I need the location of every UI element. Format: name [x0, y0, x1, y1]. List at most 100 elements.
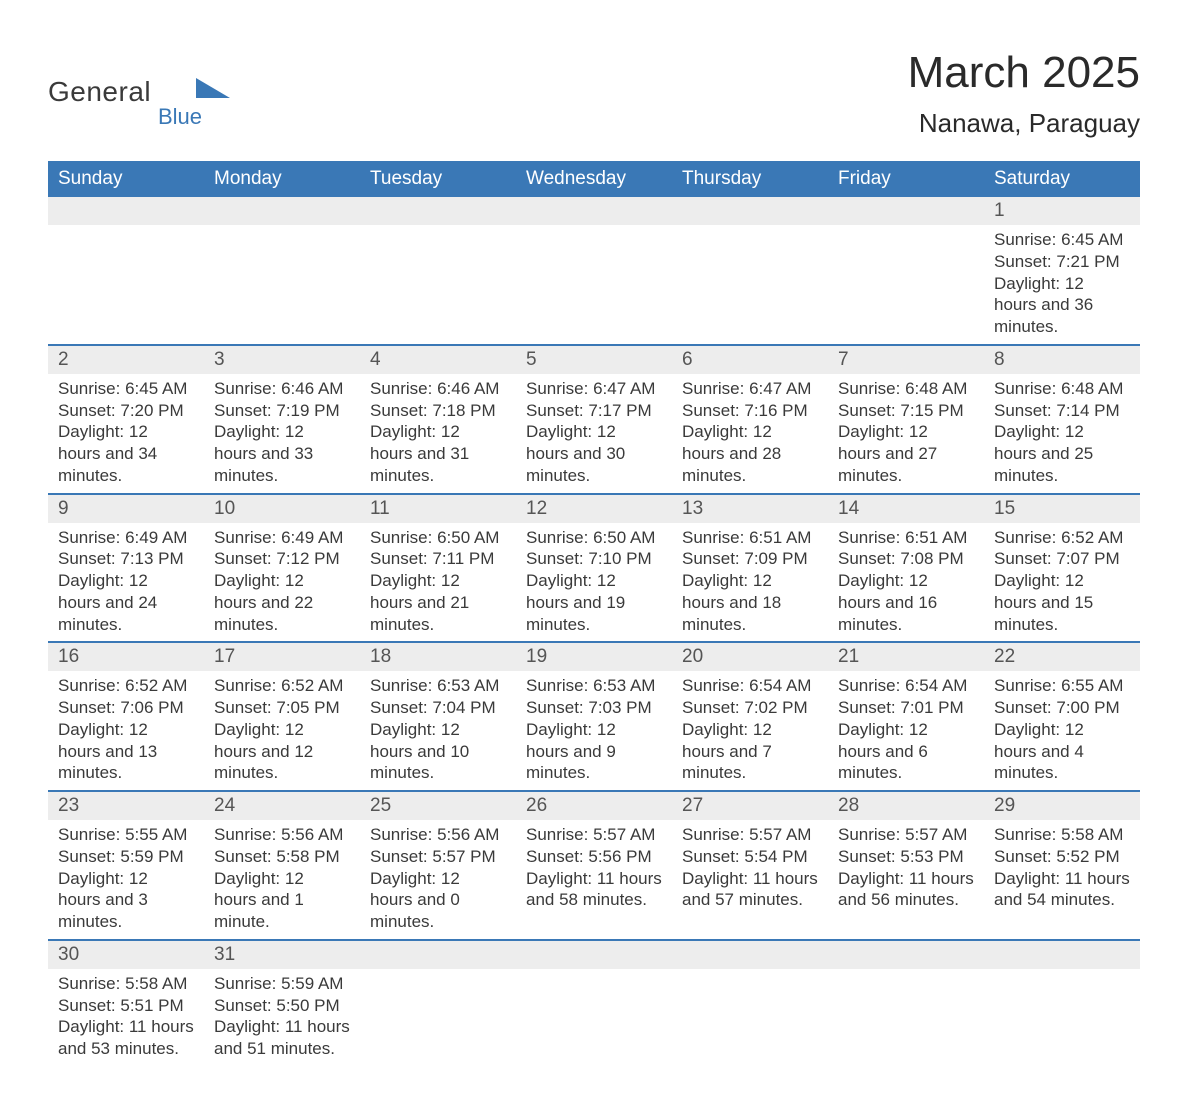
calendar-cell: 12Sunrise: 6:50 AMSunset: 7:10 PMDayligh…	[516, 494, 672, 643]
day-number: 2	[48, 346, 204, 374]
calendar-cell: 9Sunrise: 6:49 AMSunset: 7:13 PMDaylight…	[48, 494, 204, 643]
calendar-cell	[672, 940, 828, 1066]
calendar-cell: 25Sunrise: 5:56 AMSunset: 5:57 PMDayligh…	[360, 791, 516, 940]
sunset-line: Sunset: 7:08 PM	[838, 549, 964, 568]
calendar-week-row: 1Sunrise: 6:45 AMSunset: 7:21 PMDaylight…	[48, 197, 1140, 345]
sunrise-line: Sunrise: 6:49 AM	[214, 528, 343, 547]
brand-line2: Blue	[158, 104, 202, 130]
sunrise-line: Sunrise: 6:50 AM	[526, 528, 655, 547]
day-data: Sunrise: 6:54 AMSunset: 7:02 PMDaylight:…	[672, 671, 828, 790]
day-number: 10	[204, 495, 360, 523]
day-data: Sunrise: 6:48 AMSunset: 7:14 PMDaylight:…	[984, 374, 1140, 493]
calendar-cell: 26Sunrise: 5:57 AMSunset: 5:56 PMDayligh…	[516, 791, 672, 940]
sunset-line: Sunset: 7:09 PM	[682, 549, 808, 568]
sunset-line: Sunset: 5:53 PM	[838, 847, 964, 866]
calendar-cell: 1Sunrise: 6:45 AMSunset: 7:21 PMDaylight…	[984, 197, 1140, 345]
day-data	[672, 969, 828, 1001]
calendar-cell	[828, 940, 984, 1066]
day-number: 21	[828, 643, 984, 671]
sunrise-line: Sunrise: 6:46 AM	[214, 379, 343, 398]
day-number: 19	[516, 643, 672, 671]
day-data: Sunrise: 6:53 AMSunset: 7:04 PMDaylight:…	[360, 671, 516, 790]
day-data: Sunrise: 5:57 AMSunset: 5:56 PMDaylight:…	[516, 820, 672, 917]
day-data	[204, 225, 360, 257]
day-data: Sunrise: 5:57 AMSunset: 5:53 PMDaylight:…	[828, 820, 984, 917]
calendar-cell	[828, 197, 984, 345]
calendar-cell: 3Sunrise: 6:46 AMSunset: 7:19 PMDaylight…	[204, 345, 360, 494]
sunset-line: Sunset: 7:03 PM	[526, 698, 652, 717]
sunrise-line: Sunrise: 5:58 AM	[58, 974, 187, 993]
sunset-line: Sunset: 5:52 PM	[994, 847, 1120, 866]
day-number: 15	[984, 495, 1140, 523]
sunrise-line: Sunrise: 5:55 AM	[58, 825, 187, 844]
day-number: 14	[828, 495, 984, 523]
calendar-cell: 27Sunrise: 5:57 AMSunset: 5:54 PMDayligh…	[672, 791, 828, 940]
day-data: Sunrise: 6:48 AMSunset: 7:15 PMDaylight:…	[828, 374, 984, 493]
sunset-line: Sunset: 7:10 PM	[526, 549, 652, 568]
day-number: 31	[204, 941, 360, 969]
calendar-cell	[48, 197, 204, 345]
day-data	[984, 969, 1140, 1001]
daylight-line: Daylight: 12 hours and 16 minutes.	[838, 571, 937, 634]
day-data: Sunrise: 6:52 AM Sunset: 7:07 PM Daylight:…	[984, 523, 1140, 642]
daylight-line: Daylight: 12 hours and 10 minutes.	[370, 720, 469, 783]
daylight-line: Daylight: 12 hours and 15 minutes.	[994, 571, 1093, 634]
day-number: 29	[984, 792, 1140, 820]
day-number	[828, 941, 984, 969]
sunrise-line: Sunrise: 6:45 AM	[58, 379, 187, 398]
calendar-cell: 29Sunrise: 5:58 AMSunset: 5:52 PMDayligh…	[984, 791, 1140, 940]
daylight-line: Daylight: 12 hours and 30 minutes.	[526, 422, 625, 485]
sunrise-line: Sunrise: 5:57 AM	[526, 825, 655, 844]
daylight-line: Daylight: 12 hours and 4 minutes.	[994, 720, 1084, 783]
calendar-cell: 22Sunrise: 6:55 AMSunset: 7:00 PMDayligh…	[984, 642, 1140, 791]
weekday-header: Friday	[828, 161, 984, 197]
sunrise-line: Sunrise: 6:47 AM	[526, 379, 655, 398]
day-data	[672, 225, 828, 257]
sunrise-line: Sunrise: 5:56 AM	[214, 825, 343, 844]
sunrise-line: Sunrise: 6:52 AM	[994, 528, 1123, 547]
calendar-cell: 28Sunrise: 5:57 AMSunset: 5:53 PMDayligh…	[828, 791, 984, 940]
calendar-cell: 11Sunrise: 6:50 AMSunset: 7:11 PMDayligh…	[360, 494, 516, 643]
calendar-cell	[360, 940, 516, 1066]
day-number	[828, 197, 984, 225]
day-data: Sunrise: 6:47 AMSunset: 7:17 PMDaylight:…	[516, 374, 672, 493]
daylight-line: Daylight: 12 hours and 3 minutes.	[58, 869, 148, 932]
day-data: Sunrise: 6:52 AMSunset: 7:06 PMDaylight:…	[48, 671, 204, 790]
day-number	[360, 197, 516, 225]
sunset-line: Sunset: 7:16 PM	[682, 401, 808, 420]
calendar-week-row: 2Sunrise: 6:45 AMSunset: 7:20 PMDaylight…	[48, 345, 1140, 494]
weekday-header: Sunday	[48, 161, 204, 197]
day-number: 22	[984, 643, 1140, 671]
day-number: 17	[204, 643, 360, 671]
sunrise-line: Sunrise: 6:52 AM	[214, 676, 343, 695]
daylight-line: Daylight: 12 hours and 12 minutes.	[214, 720, 313, 783]
day-data	[828, 225, 984, 257]
day-number: 11	[360, 495, 516, 523]
day-data: Sunrise: 6:45 AMSunset: 7:21 PMDaylight:…	[984, 225, 1140, 344]
daylight-line: Daylight: 11 hours and 57 minutes.	[682, 869, 818, 910]
day-number: 5	[516, 346, 672, 374]
day-number: 26	[516, 792, 672, 820]
daylight-line: Daylight: 11 hours and 56 minutes.	[838, 869, 974, 910]
sunrise-line: Sunrise: 5:57 AM	[682, 825, 811, 844]
day-number: 16	[48, 643, 204, 671]
day-number: 30	[48, 941, 204, 969]
calendar-cell: 15 Sunrise: 6:52 AM Sunset: 7:07 PM Dayligh…	[984, 494, 1140, 643]
calendar-cell	[984, 940, 1140, 1066]
sunset-line: Sunset: 7:15 PM	[838, 401, 964, 420]
day-number: 18	[360, 643, 516, 671]
day-number	[204, 197, 360, 225]
sunrise-line: Sunrise: 6:49 AM	[58, 528, 187, 547]
day-data: Sunrise: 6:49 AMSunset: 7:12 PMDaylight:…	[204, 523, 360, 642]
sunset-line: Sunset: 7:12 PM	[214, 549, 340, 568]
location-subtitle: Nanawa, Paraguay	[908, 108, 1140, 139]
daylight-line: Daylight: 12 hours and 24 minutes.	[58, 571, 157, 634]
sunset-line: Sunset: 7:07 PM	[994, 549, 1120, 568]
day-data: Sunrise: 6:46 AMSunset: 7:19 PMDaylight:…	[204, 374, 360, 493]
sunset-line: Sunset: 5:59 PM	[58, 847, 184, 866]
calendar-cell: 5Sunrise: 6:47 AMSunset: 7:17 PMDaylight…	[516, 345, 672, 494]
day-data: Sunrise: 6:52 AMSunset: 7:05 PMDaylight:…	[204, 671, 360, 790]
sunrise-line: Sunrise: 6:53 AM	[370, 676, 499, 695]
sunset-line: Sunset: 5:54 PM	[682, 847, 808, 866]
daylight-line: Daylight: 11 hours and 58 minutes.	[526, 869, 662, 910]
